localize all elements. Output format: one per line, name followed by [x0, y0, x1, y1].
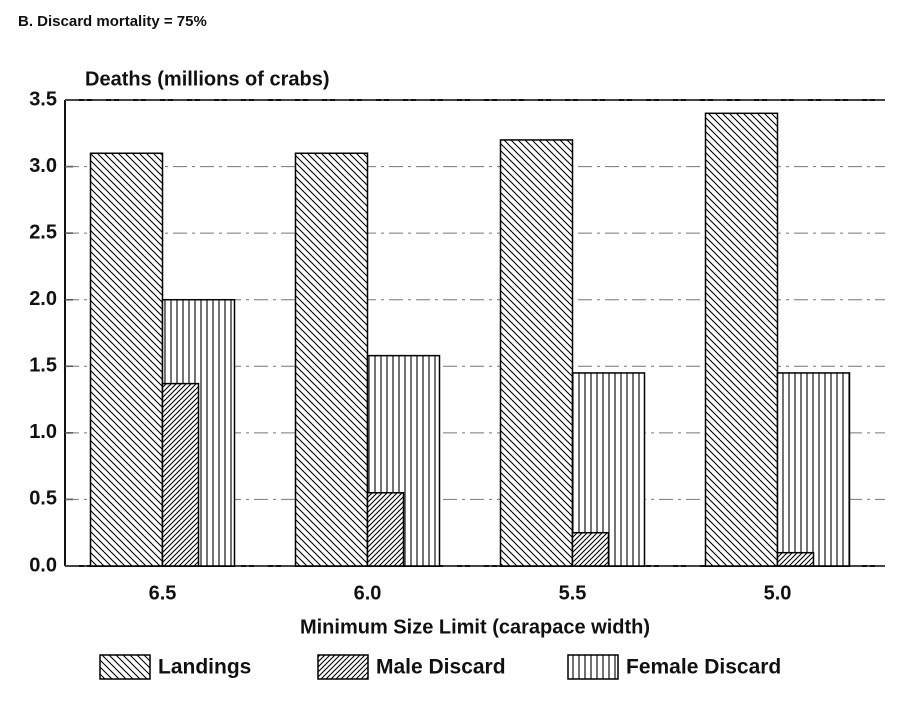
legend-swatch	[317, 654, 369, 680]
legend-label: Female Discard	[626, 656, 781, 679]
y-tick-label: 3.0	[29, 155, 57, 177]
bar	[89, 152, 164, 567]
legend-label: Landings	[158, 656, 251, 679]
bar	[161, 382, 200, 567]
y-tick-label: 1.5	[29, 355, 57, 377]
x-tick-label: 5.0	[764, 582, 792, 604]
y-axis-label: Deaths (millions of crabs)	[85, 68, 330, 90]
bar	[499, 139, 574, 567]
y-tick-label: 1.0	[29, 421, 57, 443]
y-tick-label: 2.5	[29, 221, 57, 243]
bar	[776, 551, 815, 567]
y-tick-label: 2.0	[29, 288, 57, 310]
bar	[294, 152, 369, 567]
legend-swatch	[99, 654, 151, 680]
x-tick-label: 5.5	[559, 582, 587, 604]
x-axis-label: Minimum Size Limit (carapace width)	[300, 616, 650, 638]
x-tick-label: 6.5	[149, 582, 177, 604]
bar	[776, 372, 851, 567]
y-tick-label: 3.5	[29, 88, 57, 110]
bar	[366, 492, 405, 567]
y-tick-label: 0.0	[29, 554, 57, 576]
legend-label: Male Discard	[376, 656, 506, 679]
bar	[704, 112, 779, 567]
bar	[571, 531, 610, 567]
y-tick-label: 0.5	[29, 488, 57, 510]
legend-swatch	[567, 654, 619, 680]
chart-title: B. Discard mortality = 75%	[18, 13, 207, 30]
x-tick-label: 6.0	[354, 582, 382, 604]
